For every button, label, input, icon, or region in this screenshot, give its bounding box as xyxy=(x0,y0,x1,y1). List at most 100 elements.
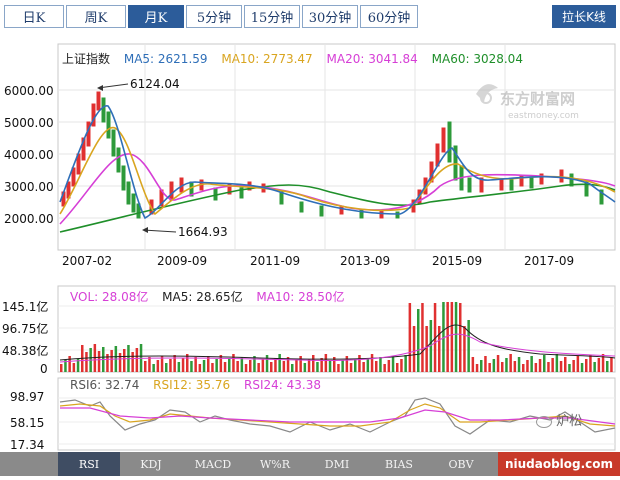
vol-ma5-legend: MA5: 28.65亿 xyxy=(162,290,243,304)
period-toolbar: 日K 周K 月K 5分钟 15分钟 30分钟 60分钟 拉长K线 xyxy=(0,0,620,36)
volume-panel: VOL: 28.08亿 MA5: 28.65亿 MA10: 28.50亿 145… xyxy=(0,284,620,376)
volume-bar xyxy=(568,364,571,372)
volume-bar xyxy=(236,361,239,372)
tab-month-k[interactable]: 月K xyxy=(128,5,184,28)
volume-bar xyxy=(585,359,588,372)
tab-dmi[interactable]: DMI xyxy=(324,457,350,471)
tab-obv[interactable]: OBV xyxy=(448,457,474,471)
volume-bar xyxy=(169,359,172,372)
volume-bar xyxy=(265,355,269,372)
tab-60min[interactable]: 60分钟 xyxy=(360,5,418,28)
volume-bar xyxy=(505,358,508,372)
volume-bars xyxy=(60,302,613,372)
volume-bar xyxy=(526,360,529,372)
volume-bar xyxy=(551,358,554,372)
ma5-legend: MA5: 2621.59 xyxy=(123,52,208,66)
tab-day-k[interactable]: 日K xyxy=(4,5,64,28)
y-tick: 6000.00 xyxy=(4,84,54,98)
volume-bar xyxy=(215,359,218,372)
volume-bar xyxy=(198,364,202,372)
volume-bar xyxy=(316,362,319,372)
volume-grid xyxy=(58,305,615,351)
volume-bar xyxy=(387,360,391,372)
x-tick: 2011-09 xyxy=(250,254,301,268)
rsi-legend: RSI6: 32.74 RSI12: 35.76 RSI24: 43.38 xyxy=(70,378,331,392)
volume-bar xyxy=(135,348,139,372)
tab-bias[interactable]: BIAS xyxy=(385,457,413,471)
watermark-name: 东方财富网 xyxy=(500,90,575,108)
volume-bar xyxy=(257,363,260,372)
volume-bar xyxy=(190,361,193,372)
volume-bar xyxy=(421,303,424,372)
volume-bar xyxy=(597,358,601,372)
vol-y-tick: 96.75亿 xyxy=(2,322,49,336)
volume-bar xyxy=(417,309,420,372)
volume-bar xyxy=(580,363,584,372)
tab-kdj[interactable]: KDJ xyxy=(140,457,162,471)
ma20-legend: MA20: 3041.84 xyxy=(326,52,418,66)
volume-bar xyxy=(240,357,244,372)
x-tick: 2009-09 xyxy=(157,254,208,268)
tab-wr[interactable]: W%R xyxy=(259,457,291,471)
volume-bar xyxy=(106,354,109,372)
svg-text:1664.93: 1664.93 xyxy=(178,225,228,239)
high-annotation: 6124.04 xyxy=(97,77,180,91)
tab-macd[interactable]: MACD xyxy=(194,457,232,471)
volume-bar xyxy=(379,357,382,372)
volume-bar xyxy=(467,320,470,372)
volume-bar xyxy=(547,362,550,372)
x-tick: 2017-09 xyxy=(524,254,575,268)
volume-bar xyxy=(270,362,273,372)
svg-text:6124.04: 6124.04 xyxy=(130,77,180,91)
watermark-url: eastmoney.com xyxy=(508,111,579,121)
volume-bar xyxy=(400,359,403,372)
grid-lines xyxy=(58,44,615,250)
tab-15min[interactable]: 15分钟 xyxy=(244,5,300,28)
volume-bar xyxy=(530,356,533,372)
volume-bar xyxy=(496,355,500,372)
volume-bar xyxy=(517,357,521,372)
vol-y-tick: 0 xyxy=(40,362,48,376)
volume-chart[interactable] xyxy=(0,284,620,376)
volume-bar xyxy=(572,360,575,372)
volume-bar xyxy=(433,303,437,372)
volume-bar xyxy=(299,356,302,372)
volume-bar xyxy=(601,354,605,372)
volume-bar xyxy=(438,326,441,372)
volume-bar xyxy=(307,359,311,372)
volume-bar xyxy=(186,354,189,372)
volume-bar xyxy=(320,358,323,372)
volume-bar xyxy=(274,358,277,372)
volume-bar xyxy=(412,326,416,372)
rsi-chart[interactable] xyxy=(0,376,620,452)
tab-week-k[interactable]: 周K xyxy=(66,5,126,28)
x-tick: 2007-02 xyxy=(62,254,113,268)
y-tick: 2000.00 xyxy=(4,212,54,226)
volume-bar xyxy=(286,357,290,372)
volume-bar xyxy=(513,361,517,372)
volume-bar xyxy=(610,357,613,372)
volume-bar xyxy=(341,360,344,372)
volume-bar xyxy=(278,354,281,372)
volume-bar xyxy=(160,356,164,372)
rsi-y-tick: 98.97 xyxy=(10,390,45,404)
volume-legend: VOL: 28.08亿 MA5: 28.65亿 MA10: 28.50亿 xyxy=(70,288,354,305)
kline-chart[interactable]: 东方财富网 eastmoney.com xyxy=(0,42,620,274)
volume-bar xyxy=(606,361,609,372)
volume-bar xyxy=(446,302,449,372)
tab-rsi[interactable]: RSI xyxy=(58,452,120,476)
volume-bar xyxy=(349,363,353,372)
ma60-line xyxy=(59,183,616,233)
volume-bar xyxy=(72,363,76,372)
volume-bar xyxy=(110,350,113,372)
volume-bar xyxy=(492,359,496,372)
tab-5min[interactable]: 5分钟 xyxy=(186,5,242,28)
volume-bar xyxy=(442,302,445,372)
low-annotation: 1664.93 xyxy=(142,225,228,239)
tab-30min[interactable]: 30分钟 xyxy=(302,5,358,28)
volume-bar xyxy=(463,326,466,372)
vol-ma-line xyxy=(59,324,616,361)
indicator-tabs: RSI KDJ MACD W%R DMI BIAS OBV niudaoblog… xyxy=(0,452,620,476)
volume-bar xyxy=(207,356,210,372)
stretch-kline-button[interactable]: 拉长K线 xyxy=(552,5,616,28)
